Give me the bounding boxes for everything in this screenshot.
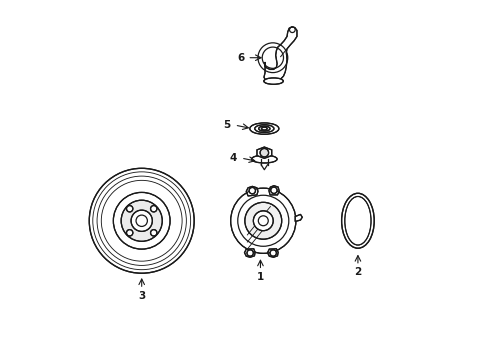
Ellipse shape <box>261 127 266 130</box>
Circle shape <box>150 206 157 212</box>
Circle shape <box>121 200 162 241</box>
Text: 2: 2 <box>354 267 361 277</box>
Circle shape <box>113 192 170 249</box>
Circle shape <box>150 230 157 236</box>
Polygon shape <box>268 186 279 195</box>
Circle shape <box>126 230 133 236</box>
Circle shape <box>248 188 255 194</box>
Text: 1: 1 <box>256 273 264 283</box>
Circle shape <box>126 206 133 212</box>
Ellipse shape <box>341 193 373 248</box>
Circle shape <box>270 187 277 193</box>
Text: 4: 4 <box>229 153 236 163</box>
Circle shape <box>260 148 268 157</box>
Polygon shape <box>246 186 258 196</box>
Ellipse shape <box>249 123 278 134</box>
Ellipse shape <box>254 125 273 132</box>
Circle shape <box>269 250 276 256</box>
Polygon shape <box>244 249 255 257</box>
Polygon shape <box>267 249 278 257</box>
Polygon shape <box>295 215 302 221</box>
Circle shape <box>131 210 152 231</box>
Polygon shape <box>264 27 296 82</box>
Text: 3: 3 <box>138 291 145 301</box>
Ellipse shape <box>344 197 370 245</box>
Circle shape <box>89 168 194 273</box>
Circle shape <box>230 188 295 253</box>
Ellipse shape <box>264 78 283 84</box>
Text: 5: 5 <box>223 120 230 130</box>
Circle shape <box>253 211 273 231</box>
Polygon shape <box>257 147 271 158</box>
Ellipse shape <box>251 155 277 163</box>
Circle shape <box>244 202 281 239</box>
Text: 6: 6 <box>237 53 244 63</box>
Ellipse shape <box>258 126 269 131</box>
Circle shape <box>246 250 253 256</box>
